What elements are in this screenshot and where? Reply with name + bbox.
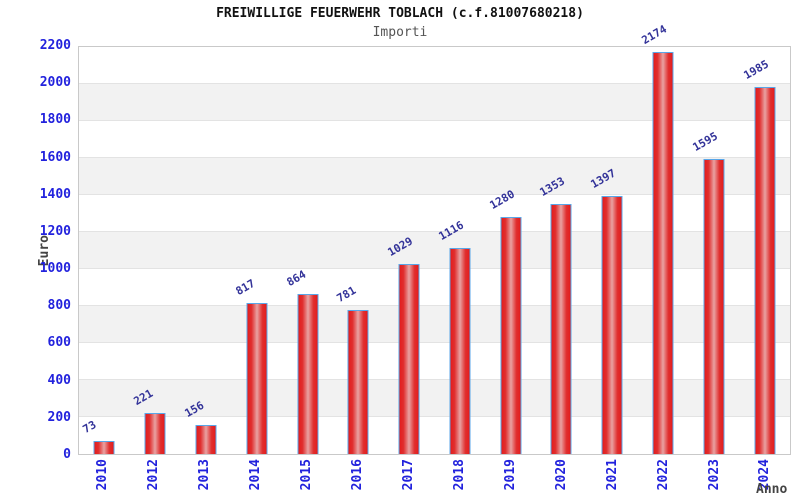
bar-value-label: 221 [131,386,156,409]
y-tick-label: 1200 [39,223,71,239]
gridline [79,416,790,417]
x-tick-cell: 2022 [638,459,689,499]
bar [93,440,115,454]
bar [347,309,369,454]
x-tick-cell: 2018 [434,459,485,499]
bar [550,203,572,454]
x-tick-label: 2017 [400,459,416,491]
x-tick-cell: 2019 [485,459,536,499]
gridline [79,268,790,269]
gridline [79,194,790,195]
bar-column: 156 [181,47,232,454]
bar-value-label: 864 [284,267,308,290]
bar [195,425,217,454]
bar-column: 1029 [384,47,435,454]
bar [601,195,623,454]
gridline [79,231,790,232]
y-tick-label: 200 [47,409,71,425]
bar-column: 2174 [638,22,689,454]
bar-column: 1595 [688,47,739,454]
gridline [79,120,790,121]
bar-value-label: 1116 [436,218,466,243]
bar [703,158,725,454]
bar-column: 1397 [587,47,638,454]
bar-value-label: 156 [182,398,207,421]
gridline [79,379,790,380]
x-tick-label: 2023 [706,459,722,491]
x-tick-cell: 2010 [78,459,129,499]
bar-value-label: 1595 [690,129,720,154]
gridline [79,305,790,306]
x-tick-label: 2014 [248,459,264,491]
chart-subtitle: Importi [372,25,428,40]
bar [398,263,420,454]
x-tick-label: 2020 [553,459,569,491]
bar-column: 864 [282,47,333,454]
x-tick-label: 2019 [502,459,518,491]
gridline [79,83,790,84]
y-axis-tick-labels: 0 200 400 600 800 1000 1200 1400 1600 1800 2000 220… [0,39,71,462]
y-tick-label: 400 [47,372,71,388]
bar-column: 1116 [434,47,485,454]
bar-value-label: 1397 [588,166,619,191]
bar-value-label: 73 [80,417,99,436]
bar [449,247,471,454]
y-tick-label: 1000 [39,261,71,277]
x-axis-title: Anno [756,482,788,497]
x-tick-label: 2018 [451,459,467,491]
x-tick-cell: 2016 [333,459,384,499]
bar-value-label: 1353 [537,174,568,199]
bar [652,51,674,454]
x-tick-label: 2010 [95,459,111,491]
y-tick-label: 2200 [39,38,71,53]
bar-column: 1985 [739,47,790,454]
bar-value-label: 1985 [741,57,771,82]
y-tick-label: 800 [47,298,71,314]
x-tick-cell: 2014 [231,459,282,499]
bar-value-label: 781 [334,283,359,305]
chart-title: FREIWILLIGE FEUERWEHR TOBLACH (c.f.81007… [216,6,584,21]
y-tick-label: 1600 [39,149,71,165]
bar-column: 1353 [536,47,587,454]
y-tick-label: 1400 [39,186,71,202]
y-tick-label: 0 [63,447,71,462]
x-axis-tick-labels: 2010 2012 2013 2014 2015 2016 2017 2018 2019 2020… [78,459,791,499]
bar-column: 221 [130,47,181,454]
bar [500,217,522,454]
bars-layer: 73 221 156 817 864 781 1029 1116 1280 1353 1397 217… [79,22,790,454]
bar [297,294,319,454]
x-tick-cell: 2015 [282,459,333,499]
y-tick-label: 600 [47,335,71,351]
gridline [79,157,790,158]
bar-column: 781 [333,47,384,454]
y-tick-label: 2000 [39,75,71,91]
gridline [79,342,790,343]
bar [144,413,166,454]
x-tick-label: 2012 [146,459,162,491]
bar-column: 1280 [485,47,536,454]
bar [754,86,776,454]
x-tick-label: 2021 [604,459,620,491]
plot-area: 73 221 156 817 864 781 1029 1116 1280 1353 1397 217… [78,22,791,455]
bar-value-label: 1029 [385,234,416,259]
bar-value-label: 1280 [487,187,517,213]
bar-value-label: 817 [233,276,257,298]
x-tick-cell: 2023 [689,459,740,499]
x-tick-cell: 2013 [180,459,231,499]
x-tick-label: 2022 [655,459,671,491]
x-tick-label: 2013 [197,459,213,491]
x-tick-label: 2015 [299,459,315,491]
bar-column: 817 [231,47,282,454]
x-tick-cell: 2020 [536,459,587,499]
x-tick-label: 2016 [350,459,366,491]
x-tick-cell: 2012 [129,459,180,499]
x-tick-cell: 2017 [384,459,435,499]
y-tick-label: 1800 [39,112,71,128]
gridlines [79,47,790,454]
bar [246,302,268,454]
bar-column: 73 [79,47,130,454]
x-tick-cell: 2021 [587,459,638,499]
